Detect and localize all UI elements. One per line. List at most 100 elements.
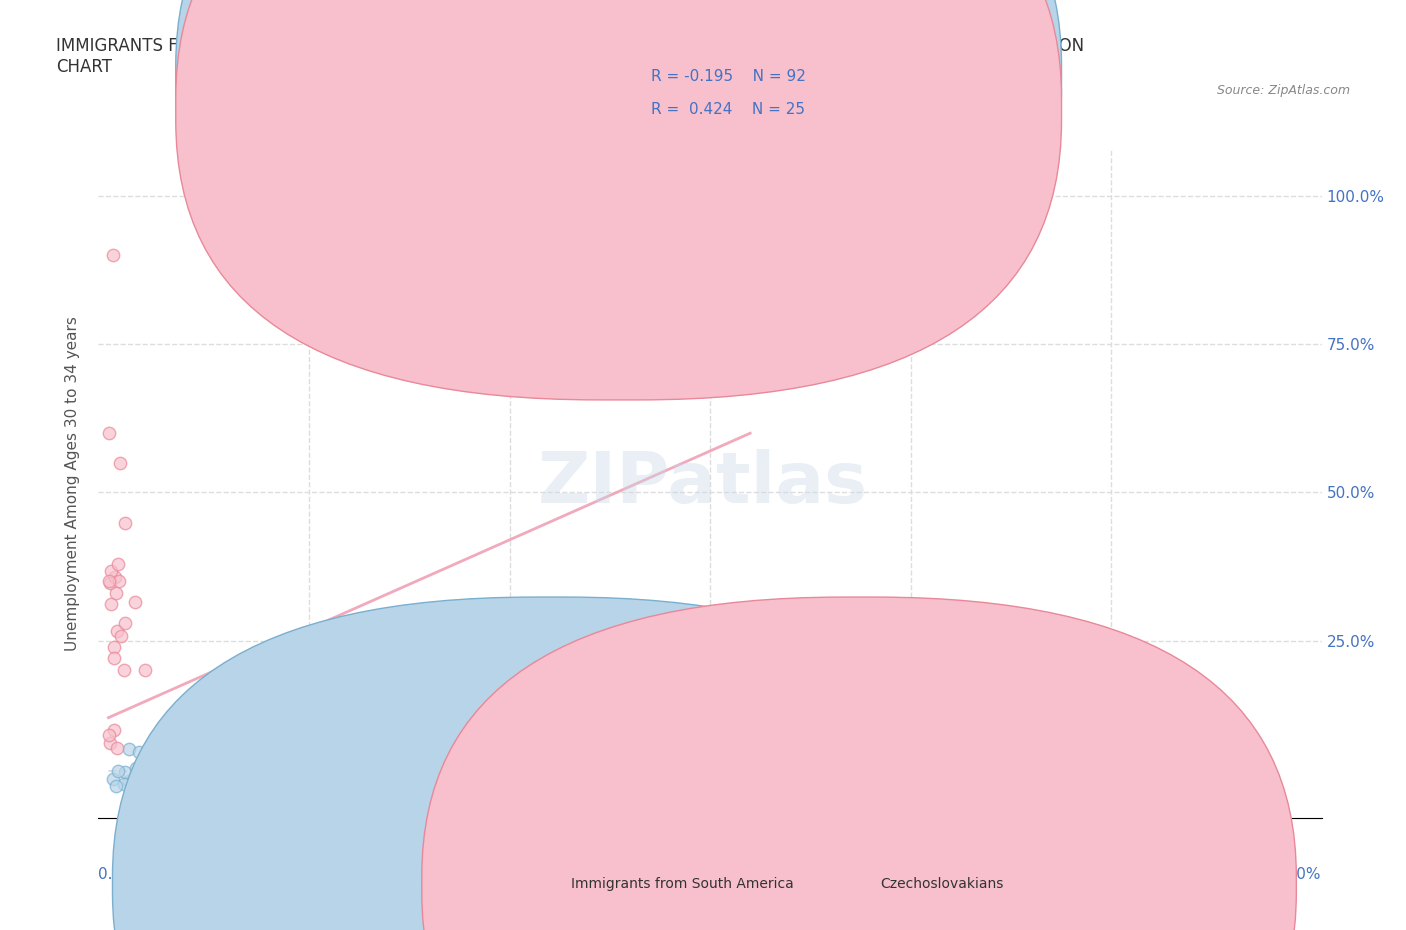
Point [98,575,121,590]
Point [142,761,165,776]
Point [152,745,174,760]
Point [231,762,253,777]
Point [838,716,860,731]
Point [439,776,461,790]
Point [142,766,165,781]
Point [437,775,460,790]
Point [107,764,129,778]
Point [1015,742,1038,757]
Point [814,722,837,737]
Point [127,774,149,789]
Point [364,770,387,785]
Point [449,753,471,768]
Point [112,777,135,791]
Text: 0.0%: 0.0% [98,867,138,882]
Text: ZIPatlas: ZIPatlas [538,449,868,518]
Point [695,754,717,769]
Point [150,775,173,790]
Point [236,754,259,769]
Point [110,629,132,644]
Point [201,777,224,792]
Point [128,775,150,790]
Point [114,764,136,779]
Point [124,768,146,783]
Point [176,773,198,788]
Y-axis label: Unemployment Among Ages 30 to 34 years: Unemployment Among Ages 30 to 34 years [65,316,80,651]
Point [471,765,494,780]
Point [468,780,491,795]
Point [105,740,128,755]
Point [205,774,228,789]
Point [173,778,195,793]
Point [179,779,201,794]
Point [553,777,575,792]
Point [416,769,439,784]
Point [624,746,647,761]
Point [103,772,125,787]
Point [103,640,125,655]
Point [114,663,136,678]
Point [156,780,179,795]
Point [142,777,165,791]
Point [118,742,141,757]
Point [249,765,271,780]
Point [150,776,173,790]
Point [131,780,153,795]
Text: R =  0.424    N = 25: R = 0.424 N = 25 [651,102,806,117]
Point [128,745,150,760]
Point [105,623,128,638]
Point [402,768,425,783]
Point [107,556,129,571]
Point [204,765,226,780]
Point [276,777,298,791]
Point [97,727,120,742]
Point [415,779,437,794]
Point [319,781,342,796]
Point [105,778,128,793]
Point [337,722,360,737]
Point [488,743,510,758]
Point [103,651,125,666]
Text: Source: ZipAtlas.com: Source: ZipAtlas.com [1216,84,1350,97]
Point [1156,777,1178,792]
Point [200,780,222,795]
Point [277,777,299,791]
Text: Immigrants from South America: Immigrants from South America [571,877,793,892]
Point [100,597,122,612]
Point [295,777,318,791]
Point [1022,704,1045,719]
Point [934,746,956,761]
Point [832,776,855,790]
Point [782,734,804,749]
Point [202,780,225,795]
Point [449,772,471,787]
Point [138,772,160,787]
Point [162,771,184,786]
Point [177,779,200,794]
Point [124,595,146,610]
Point [97,574,120,589]
Point [134,663,156,678]
Point [503,771,526,786]
Point [143,777,166,792]
Point [157,778,180,793]
Point [1198,788,1220,803]
Point [548,779,571,794]
Point [335,769,357,784]
Point [125,761,148,776]
Point [100,564,122,578]
Point [153,779,176,794]
Point [107,574,129,589]
Point [118,774,141,789]
Point [427,768,450,783]
Text: 60.0%: 60.0% [1274,867,1322,882]
Point [200,774,222,789]
Point [956,737,979,752]
Point [329,770,352,785]
Point [141,780,163,795]
Text: Czechoslovakians: Czechoslovakians [880,877,1004,892]
Point [932,738,955,753]
Point [536,772,558,787]
Point [1105,728,1128,743]
Point [465,778,488,793]
